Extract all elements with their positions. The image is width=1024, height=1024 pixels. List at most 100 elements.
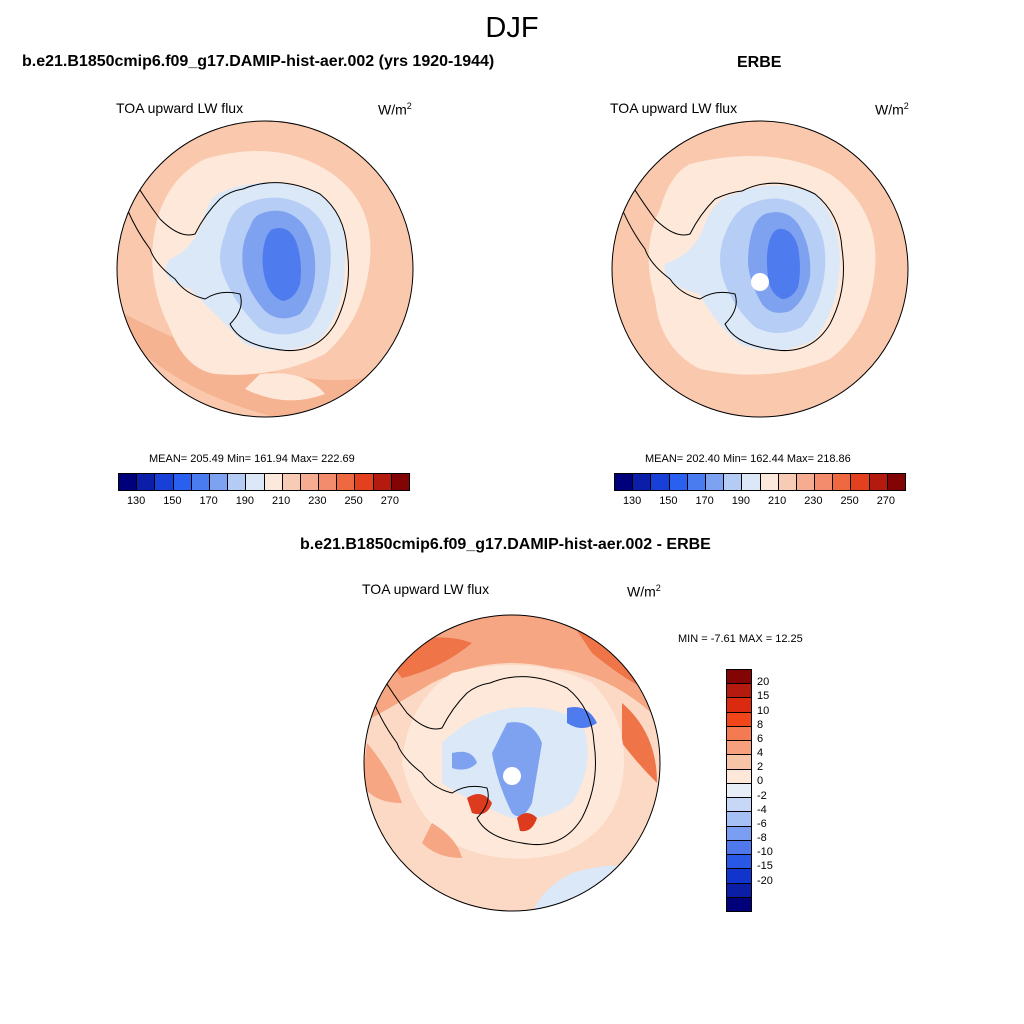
colorbar-swatch <box>777 474 796 490</box>
panel3-missing-data-pole <box>503 767 521 785</box>
colorbar-swatch <box>686 474 705 490</box>
colorbar-swatch <box>741 474 760 490</box>
colorbar-swatch <box>318 474 337 490</box>
colorbar-swatch <box>704 474 724 490</box>
panel3-red-patch-coast <box>467 794 492 815</box>
panel1-units: W/m2 <box>378 101 412 118</box>
colorbar-swatch <box>723 474 742 490</box>
colorbar-swatch <box>372 474 391 490</box>
colorbar-swatch <box>727 811 751 826</box>
colorbar-swatch <box>299 474 319 490</box>
colorbar-tick-label: -2 <box>757 789 767 802</box>
colorbar-tick-label: 170 <box>199 495 218 507</box>
colorbar-tick-label: -4 <box>757 803 767 816</box>
colorbar-tick-label: 210 <box>767 495 787 507</box>
colorbar-tick-label: -20 <box>757 874 773 887</box>
panel2-title: ERBE <box>737 54 782 71</box>
colorbar-tick-label: 8 <box>757 718 764 731</box>
panel1-map-border <box>116 120 414 418</box>
panel3-polar-map <box>363 614 661 912</box>
colorbar-swatch <box>727 754 751 769</box>
panel2-variable-label: TOA upward LW flux <box>610 100 738 116</box>
colorbar-swatch <box>263 474 282 490</box>
colorbar-swatch <box>759 474 778 490</box>
colorbar-swatch <box>832 474 851 490</box>
colorbar-tick-label: 150 <box>163 495 182 507</box>
panel2-units: W/m2 <box>875 101 909 118</box>
colorbar-swatch <box>727 740 751 755</box>
panel1-colorbar <box>118 473 410 491</box>
colorbar-swatch <box>632 474 651 490</box>
panel2-coastline <box>619 172 844 352</box>
colorbar-swatch <box>727 782 751 798</box>
panel2-map-border <box>611 120 909 418</box>
colorbar-swatch <box>354 474 373 490</box>
panel3-stats: MIN = -7.61 MAX = 12.25 <box>678 633 803 645</box>
colorbar-tick-label: 230 <box>308 495 327 507</box>
colorbar-swatch <box>886 474 905 490</box>
panel3-units: W/m2 <box>627 583 661 600</box>
colorbar-tick-label: -15 <box>757 860 773 873</box>
panel3-warm-patch-w <box>364 743 402 803</box>
colorbar-tick-label: 170 <box>695 495 714 507</box>
panel3-hot-patch-e <box>622 703 657 783</box>
colorbar-tick-label: 20 <box>757 676 770 689</box>
colorbar-swatch <box>727 711 751 726</box>
colorbar-tick-label: 10 <box>757 704 770 717</box>
colorbar-swatch <box>245 474 264 490</box>
colorbar-swatch <box>727 839 751 855</box>
colorbar-tick-label: 230 <box>804 495 823 507</box>
panel3-variable-label: TOA upward LW flux <box>362 581 490 597</box>
panel1-polar-map <box>116 120 414 418</box>
panel3-warm-patch-s <box>422 823 462 858</box>
colorbar-swatch <box>727 868 751 883</box>
panel2-missing-data-pole <box>751 273 769 291</box>
panel1-blue-level4 <box>262 228 301 301</box>
colorbar-swatch <box>281 474 300 490</box>
colorbar-swatch <box>227 474 246 490</box>
colorbar-tick-label: 250 <box>840 495 859 507</box>
colorbar-swatch <box>727 697 751 712</box>
colorbar-tick-label: 190 <box>235 495 255 507</box>
colorbar-swatch <box>154 474 173 490</box>
panel1-light-warm-patch <box>245 373 325 401</box>
colorbar-swatch <box>727 896 751 911</box>
panel2-blue-level4 <box>766 228 800 299</box>
panel1-stats: MEAN= 205.49 Min= 161.94 Max= 222.69 <box>149 453 355 465</box>
colorbar-swatch <box>136 474 155 490</box>
colorbar-tick-label: 130 <box>622 495 642 507</box>
colorbar-tick-label: 210 <box>271 495 291 507</box>
colorbar-swatch <box>668 474 687 490</box>
panel2-polar-map <box>611 120 909 418</box>
colorbar-swatch <box>172 474 191 490</box>
colorbar-swatch <box>208 474 228 490</box>
panel3-colorbar-ticks: 20 15 10 8 6 4 2 0 -2 -4 -6 -8 -10 -15 -20 <box>757 669 797 910</box>
panel3-title: b.e21.B1850cmip6.f09_g17.DAMIP-hist-aer.… <box>300 536 711 553</box>
colorbar-tick-label: -8 <box>757 832 767 845</box>
colorbar-tick-label: -6 <box>757 817 767 830</box>
colorbar-tick-label: 150 <box>659 495 678 507</box>
colorbar-swatch <box>868 474 887 490</box>
panel1-coastline <box>124 172 349 352</box>
colorbar-swatch <box>727 725 751 741</box>
colorbar-tick-label: 270 <box>876 495 896 507</box>
colorbar-swatch <box>336 474 355 490</box>
colorbar-swatch <box>190 474 209 490</box>
panel3-map-border <box>363 614 661 912</box>
panel1-colorbar-ticks: 130 150 170 190 210 230 250 270 <box>118 495 408 509</box>
panel3-blue-patch-ne <box>567 707 597 728</box>
panel3-red-patch-bay <box>517 813 537 832</box>
colorbar-swatch <box>814 474 833 490</box>
colorbar-swatch <box>390 474 409 490</box>
colorbar-swatch <box>727 768 751 783</box>
panel3-coastline <box>371 666 596 846</box>
colorbar-swatch <box>850 474 869 490</box>
figure-title: DJF <box>485 12 539 44</box>
panel1-variable-label: TOA upward LW flux <box>116 100 244 116</box>
colorbar-tick-label: 190 <box>731 495 751 507</box>
colorbar-swatch <box>727 882 751 897</box>
colorbar-tick-label: 130 <box>126 495 146 507</box>
colorbar-tick-label: 0 <box>757 775 764 788</box>
panel2-colorbar-ticks: 130 150 170 190 210 230 250 270 <box>614 495 904 509</box>
colorbar-swatch <box>727 854 751 869</box>
